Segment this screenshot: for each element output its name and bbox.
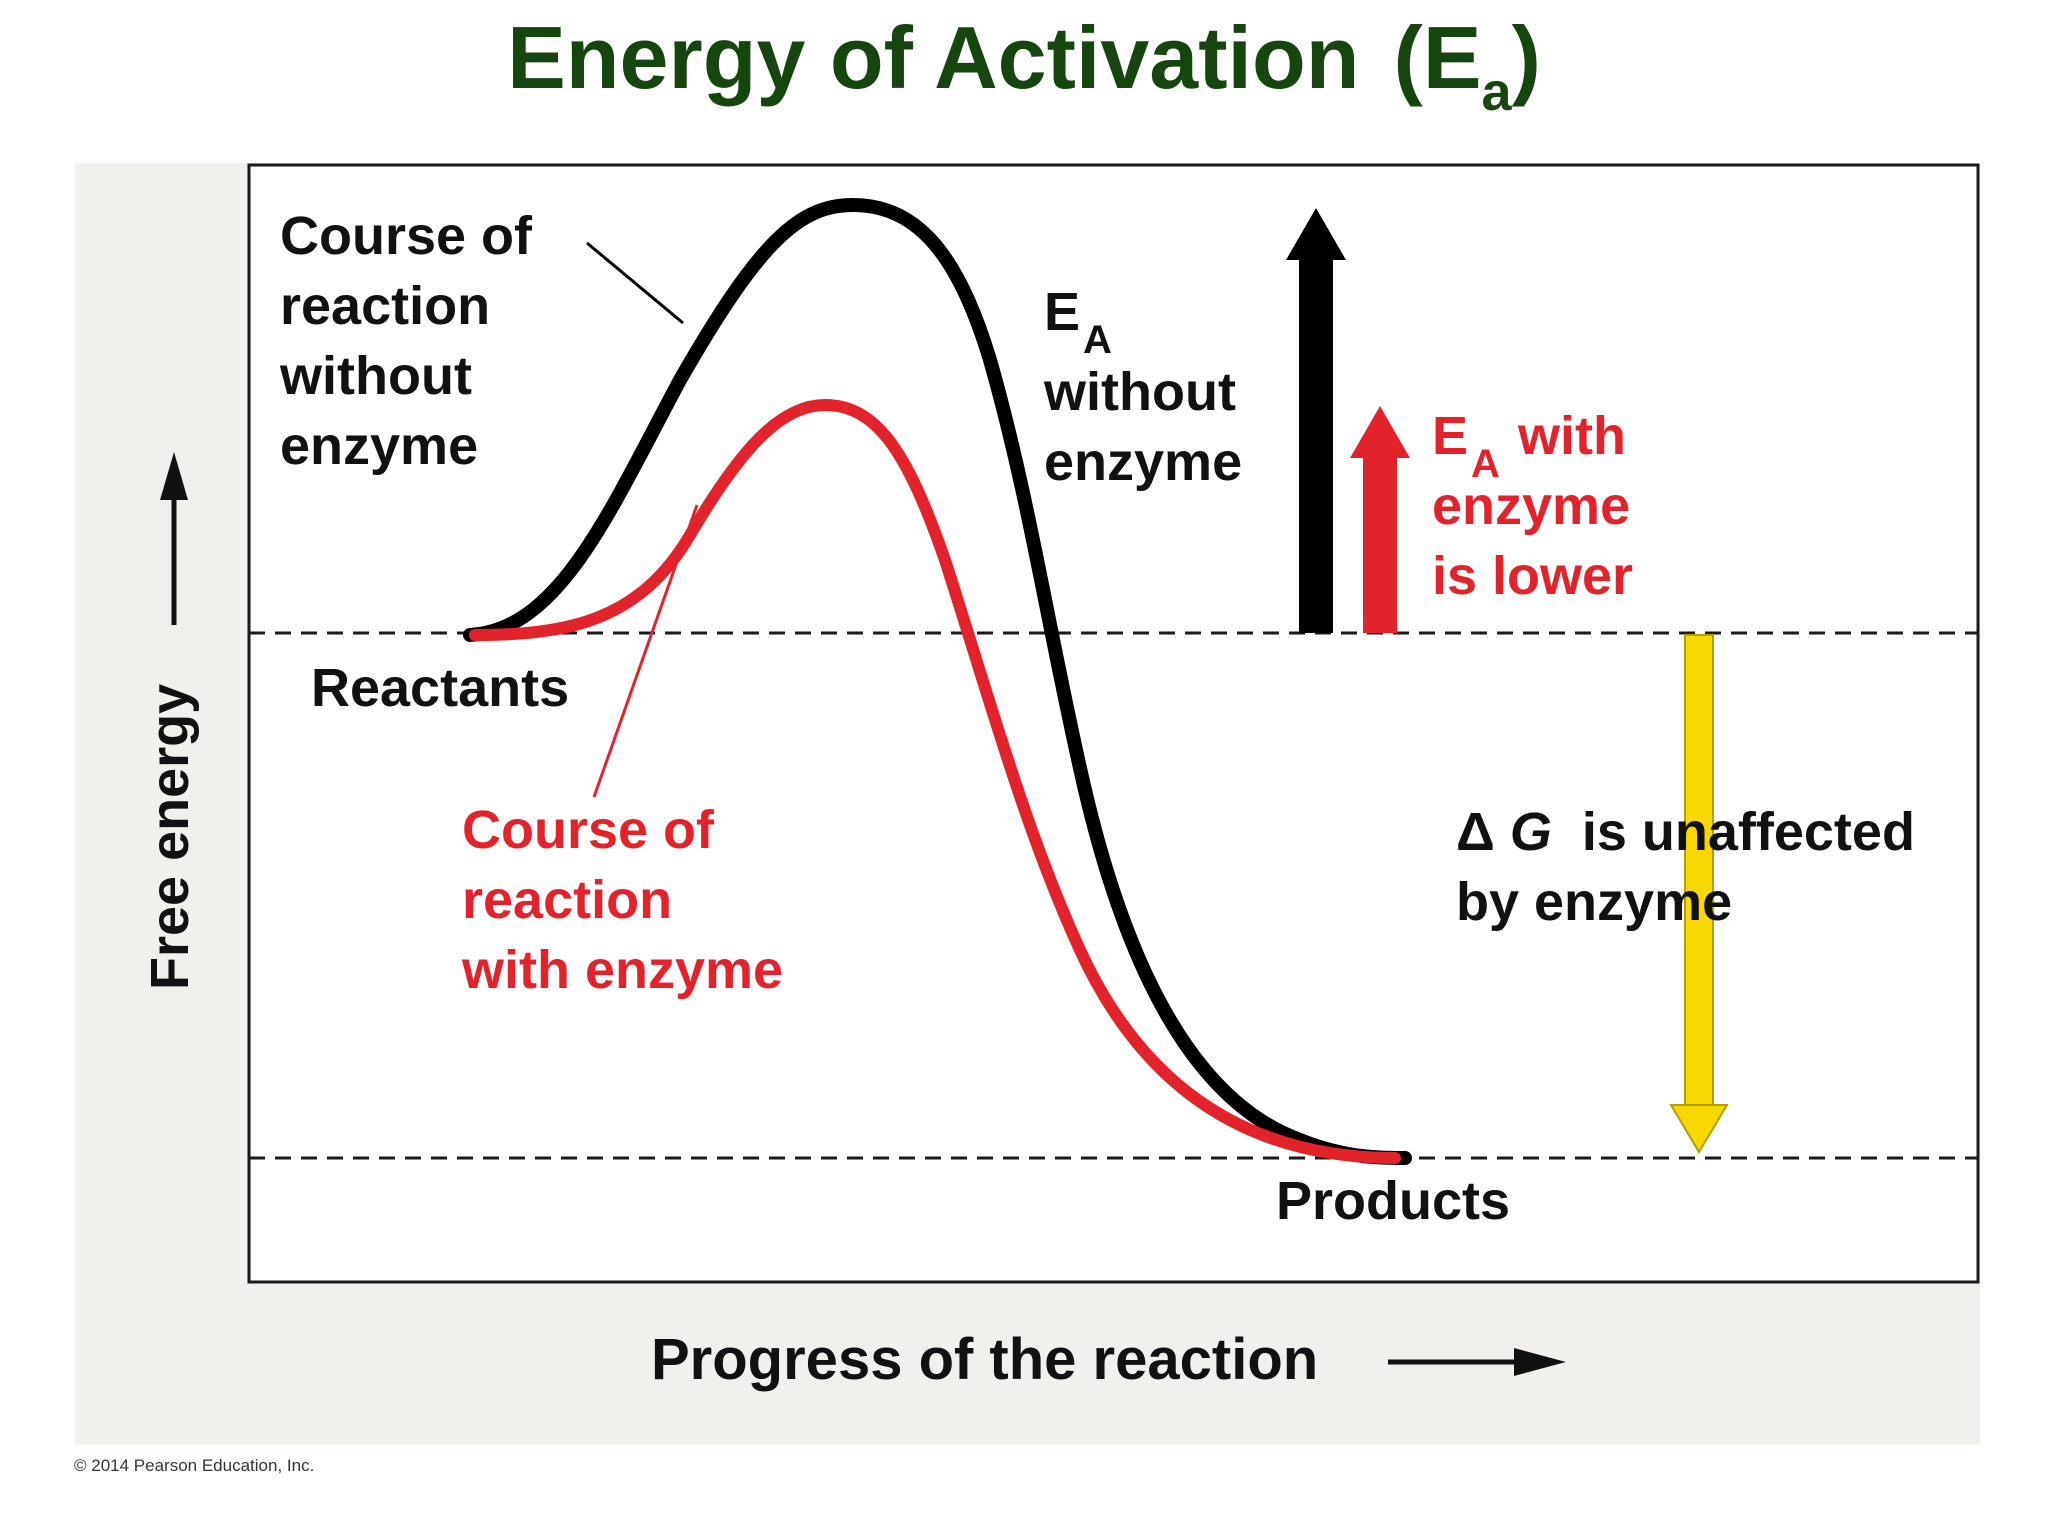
without-enzyme-label-line-1: Course of xyxy=(280,206,533,266)
page-title: Energy of Activation (Ea) xyxy=(0,8,2048,119)
ea-with-suffix: with xyxy=(1503,406,1626,466)
delta-g-label: Δ G is unaffected by enzyme xyxy=(1456,802,1930,932)
delta-g-line-2: by enzyme xyxy=(1456,872,1732,932)
curve-without-enzyme xyxy=(463,197,1412,1165)
ea-without-subscript: A xyxy=(1083,318,1112,362)
ea-with-label: E A with enzyme is lower xyxy=(1432,406,1645,606)
products-label: Products xyxy=(1276,1171,1510,1231)
title-symbol: E xyxy=(1422,8,1482,107)
ea-with-symbol: E xyxy=(1432,406,1468,466)
ea-without-symbol: E xyxy=(1044,282,1080,342)
ea-with-subscript: A xyxy=(1471,442,1500,486)
with-enzyme-label-line-3: with enzyme xyxy=(461,940,783,1000)
ea-with-line-2: is lower xyxy=(1432,546,1633,606)
ea-with-line-1: enzyme xyxy=(1432,476,1630,536)
ea-without-line-1: without xyxy=(1043,362,1236,422)
title-main: Energy of Activation xyxy=(507,8,1360,107)
delta-g-symbol: Δ xyxy=(1456,802,1495,862)
y-axis-label: Free energy xyxy=(140,684,200,990)
curve-with-enzyme xyxy=(469,398,1401,1164)
without-enzyme-label-line-4: enzyme xyxy=(280,416,478,476)
y-axis-arrow xyxy=(160,452,188,625)
copyright-notice: © 2014 Pearson Education, Inc. xyxy=(74,1456,315,1475)
delta-g-rest: is unaffected xyxy=(1567,802,1915,862)
without-enzyme-leader-line xyxy=(586,241,684,325)
ea-without-arrow xyxy=(1286,208,1346,633)
ea-without-label: E A without enzyme xyxy=(1043,282,1251,492)
without-enzyme-label: Course of reaction without enzyme xyxy=(279,206,547,476)
with-enzyme-label: Course of reaction with enzyme xyxy=(461,800,783,1000)
x-axis-label: Progress of the reaction xyxy=(651,1327,1318,1392)
without-enzyme-label-line-3: without xyxy=(279,346,472,406)
reactants-label: Reactants xyxy=(311,658,569,718)
without-enzyme-label-line-2: reaction xyxy=(280,276,490,336)
title-paren-close: ) xyxy=(1511,8,1541,107)
title-subscript: a xyxy=(1481,62,1512,122)
with-enzyme-label-line-1: Course of xyxy=(462,800,715,860)
ea-with-arrow xyxy=(1350,406,1410,633)
ea-without-line-2: enzyme xyxy=(1044,432,1242,492)
with-enzyme-label-line-2: reaction xyxy=(462,870,672,930)
delta-g-arrow xyxy=(1669,634,1729,1154)
x-axis-arrow xyxy=(1388,1348,1566,1376)
delta-g-variable: G xyxy=(1510,802,1552,862)
title-paren-open: ( xyxy=(1393,8,1423,107)
with-enzyme-leader-line xyxy=(592,504,699,798)
